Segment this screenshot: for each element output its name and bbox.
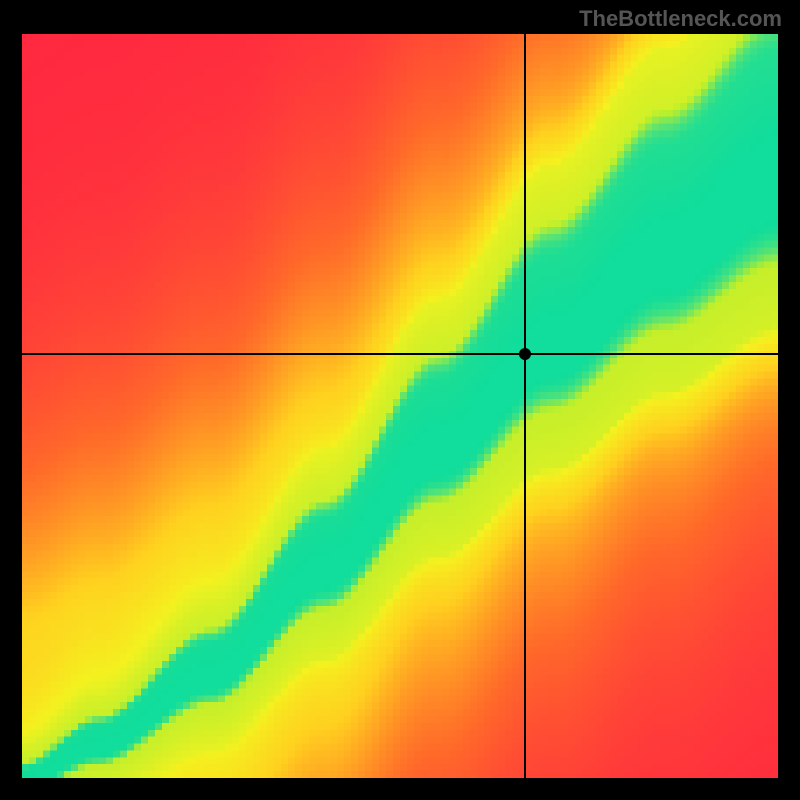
crosshair-vertical [524, 34, 526, 778]
chart-container: TheBottleneck.com [0, 0, 800, 800]
watermark-text: TheBottleneck.com [579, 6, 782, 32]
bottleneck-heatmap [22, 34, 778, 778]
crosshair-horizontal [22, 353, 778, 355]
crosshair-marker [519, 348, 531, 360]
